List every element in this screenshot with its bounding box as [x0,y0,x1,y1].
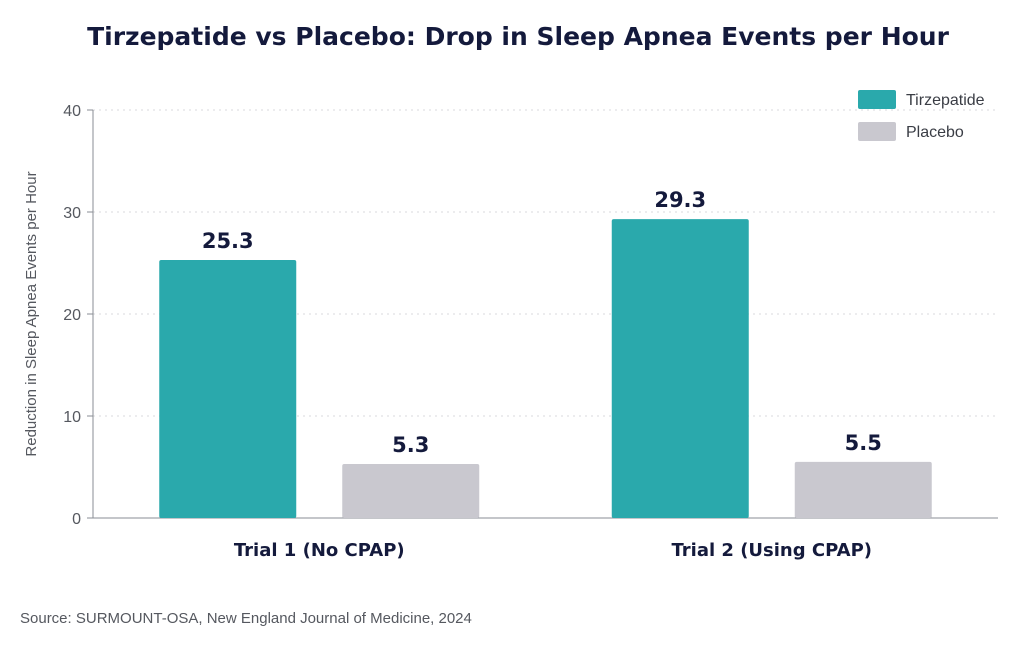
legend-label: Tirzepatide [906,92,985,109]
bar-tirzepatide-2 [611,219,749,518]
chart-title: Tirzepatide vs Placebo: Drop in Sleep Ap… [87,22,950,51]
legend-swatch-tirzepatide [858,90,896,109]
legend-label: Placebo [906,124,964,141]
bar-tirzepatide-1 [159,259,297,518]
y-tick-label: 40 [63,103,81,120]
data-label: 5.3 [392,433,429,457]
source-note: Source: SURMOUNT-OSA, New England Journa… [20,610,472,627]
legend-swatch-placebo [858,122,896,141]
y-tick-label: 30 [63,205,81,222]
bar-placebo-2 [794,461,932,518]
x-tick-label: Trial 2 (Using CPAP) [671,540,872,561]
y-tick-label: 0 [72,511,81,528]
data-labels: 25.3 5.3 29.3 5.5 [202,188,882,457]
data-label: 25.3 [202,229,254,253]
y-axis-label: Reduction in Sleep Apnea Events per Hour [23,171,40,456]
legend: Tirzepatide Placebo [858,90,985,141]
bars [159,219,932,518]
y-tick-label: 20 [63,307,81,324]
x-tick-label: Trial 1 (No CPAP) [234,540,405,561]
data-label: 5.5 [845,431,882,455]
data-label: 29.3 [654,188,706,212]
bar-placebo-1 [342,463,480,518]
axes: 0 10 20 30 40 Trial 1 (No CPAP) Trial 2 (Using… [63,103,998,561]
y-tick-label: 10 [63,409,81,426]
